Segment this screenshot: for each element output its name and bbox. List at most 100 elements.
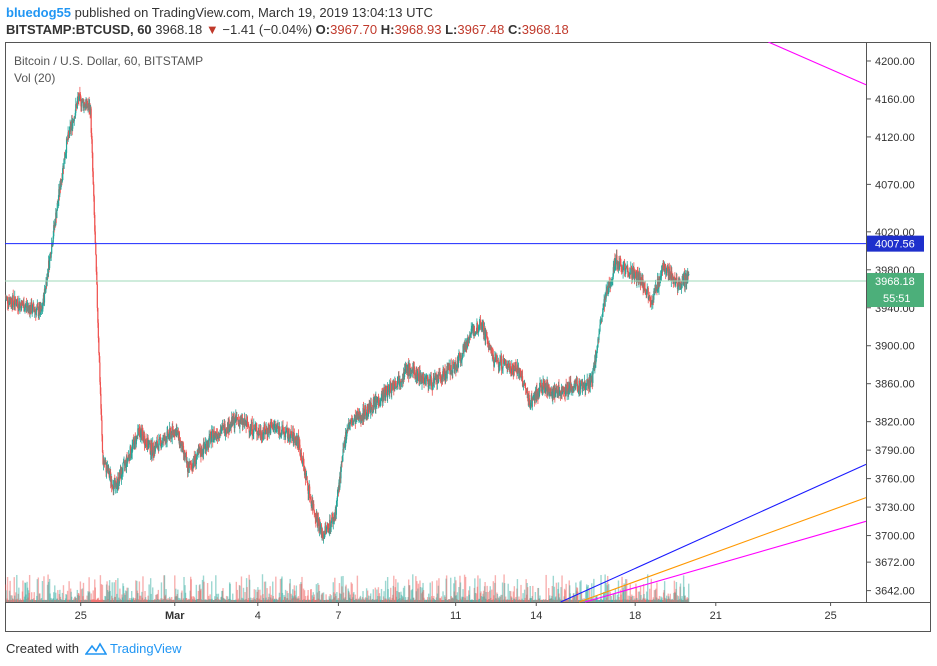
volume-bar <box>530 597 532 602</box>
volume-bar <box>397 582 399 602</box>
volume-bar <box>425 599 428 602</box>
volume-bar <box>377 595 379 602</box>
candle-body <box>289 434 291 443</box>
candle-body <box>85 102 87 109</box>
candle-body <box>237 419 239 422</box>
volume-bar <box>291 598 293 602</box>
price-chart-svg[interactable]: 4200.004160.004120.004070.004020.003980.… <box>4 41 931 632</box>
tradingview-logo[interactable]: TradingView <box>84 640 182 658</box>
time-axis[interactable]: 25 Mar 4 7 11 14 18 21 25 <box>75 602 837 622</box>
candle-body <box>687 273 689 283</box>
trendline-magenta-top <box>768 41 867 86</box>
candle-body <box>316 512 318 518</box>
candle-body <box>421 374 424 379</box>
candle-body <box>548 386 550 395</box>
candle-body <box>511 366 513 369</box>
volume-bar <box>668 596 670 602</box>
volume-bar <box>105 599 107 602</box>
volume-bar <box>281 576 283 602</box>
candle-body <box>279 426 281 434</box>
volume-bar <box>341 586 343 602</box>
author-name[interactable]: bluedog55 <box>6 5 72 20</box>
volume-bar <box>249 597 252 602</box>
candle-body <box>327 524 329 526</box>
volume-bar <box>530 598 532 602</box>
volume-bar <box>80 589 83 602</box>
volume-bar <box>599 598 602 602</box>
candle-body <box>352 420 354 426</box>
volume-bar <box>522 600 525 602</box>
candle-body <box>531 398 533 407</box>
volume-bar <box>475 599 477 602</box>
volume-bar <box>552 599 554 602</box>
candle-body <box>118 483 120 486</box>
candle-body <box>275 424 277 428</box>
volume-bar <box>344 597 346 602</box>
volume-bar <box>679 583 682 602</box>
candle-body <box>677 286 679 289</box>
candle-body <box>623 263 625 265</box>
candle-body <box>596 346 599 351</box>
volume-bar <box>102 600 105 602</box>
volume-bar <box>206 582 209 602</box>
volume-bar <box>592 599 595 602</box>
horizontal-lines[interactable] <box>5 243 866 282</box>
volume-bar <box>603 592 605 602</box>
volume-bar <box>570 599 572 602</box>
volume-bar <box>389 599 391 602</box>
candle-body <box>158 436 160 440</box>
volume-bar <box>535 599 538 602</box>
volume-bar <box>32 599 34 602</box>
candle-body <box>672 275 674 282</box>
volume-bar <box>641 599 644 602</box>
candle-body <box>91 139 93 153</box>
candle-body <box>246 420 248 422</box>
volume-bar <box>542 599 544 602</box>
candle-body <box>541 385 543 393</box>
chart-area[interactable]: 4200.00 4160.00 4120.00 4070.00 4020.00 3980.… <box>4 41 931 632</box>
candle-body <box>65 152 67 154</box>
volume-bar <box>466 599 469 602</box>
volume-bar <box>650 599 652 602</box>
candle-body <box>461 358 463 361</box>
volume-bar <box>176 596 178 602</box>
volume-bar <box>272 581 274 602</box>
volume-bar <box>304 596 307 602</box>
volume-bar <box>510 596 512 602</box>
candle-body <box>121 473 124 475</box>
volume-bar <box>546 599 549 602</box>
candle-body <box>340 466 342 479</box>
volume-bar <box>501 594 503 602</box>
candle-body <box>117 477 119 486</box>
volume-bar <box>208 598 210 602</box>
candle-body <box>97 307 99 323</box>
candle-body <box>585 384 587 391</box>
candle-body <box>282 425 284 432</box>
volume-bar <box>314 599 316 602</box>
candle-body <box>403 369 406 377</box>
volume-bar <box>154 599 156 602</box>
volume-bar <box>625 579 628 602</box>
volume-bar <box>677 596 680 602</box>
trendlines[interactable] <box>560 41 867 603</box>
candle-body <box>401 378 404 382</box>
volume-bar <box>45 600 48 602</box>
volume-bar <box>587 585 589 602</box>
candle-body <box>558 391 561 395</box>
volume-bar <box>127 599 130 602</box>
volume-bar <box>101 599 103 602</box>
candle-body <box>361 418 363 420</box>
volume-bar <box>16 598 19 602</box>
volume-bar <box>498 598 500 602</box>
candle-body <box>385 389 387 391</box>
volume-bar <box>634 599 637 602</box>
candle-body <box>262 434 265 436</box>
volume-bar <box>182 598 185 602</box>
volume-bar <box>125 591 128 602</box>
volume-bar <box>295 585 298 602</box>
volume-bar <box>192 596 194 602</box>
volume-bar <box>79 581 82 602</box>
volume-bar <box>12 599 14 602</box>
candle-body <box>662 263 664 270</box>
candle-body <box>547 385 549 394</box>
